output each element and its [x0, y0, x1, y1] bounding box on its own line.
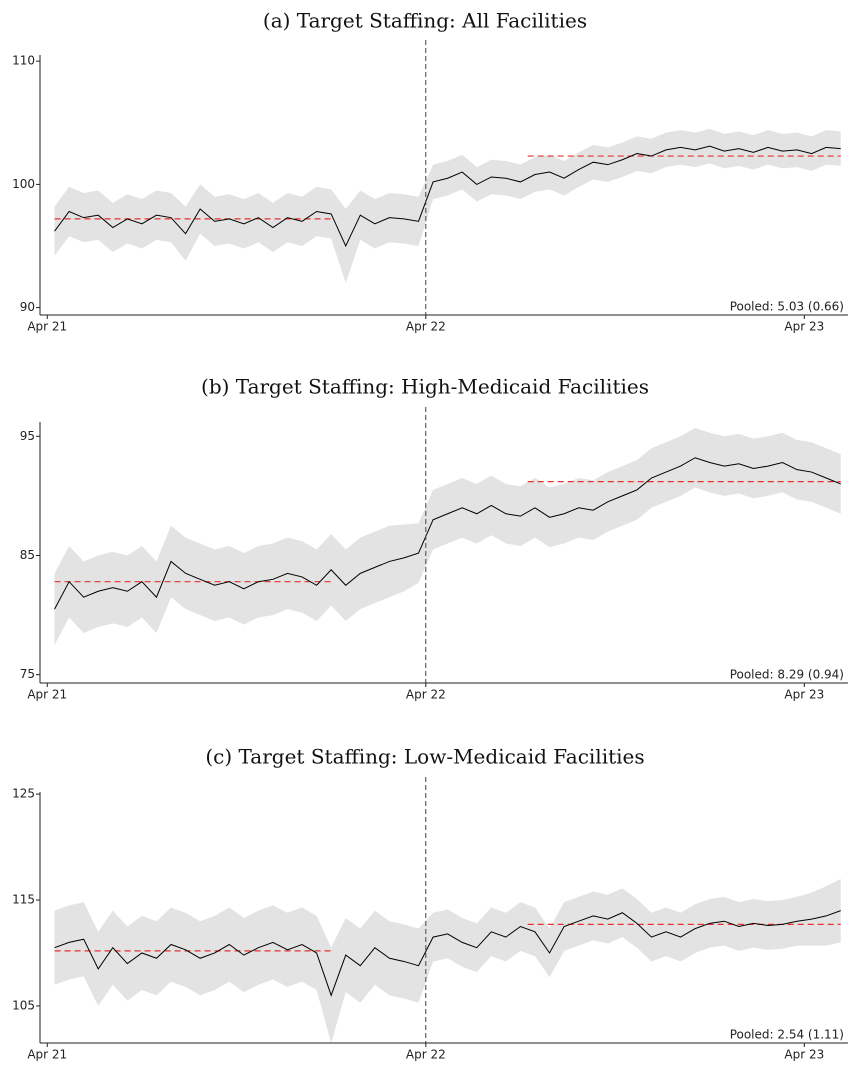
x-tick-label: Apr 23: [784, 688, 824, 702]
y-tick-label: 75: [20, 667, 35, 681]
panel-title: (b) Target Staffing: High-Medicaid Facil…: [201, 375, 649, 399]
y-tick-label: 110: [12, 54, 35, 68]
confidence-band: [54, 128, 841, 283]
y-tick-label: 100: [12, 177, 35, 191]
x-tick-label: Apr 22: [406, 320, 446, 334]
panel-title: (a) Target Staffing: All Facilities: [263, 9, 587, 33]
line: [54, 457, 841, 610]
x-tick-label: Apr 23: [784, 320, 824, 334]
y-tick-label: 85: [20, 548, 35, 562]
x-tick-label: Apr 21: [27, 1048, 67, 1062]
confidence-band: [54, 427, 841, 645]
x-tick-label: Apr 22: [406, 688, 446, 702]
x-tick-label: Apr 21: [27, 688, 67, 702]
annotation: Pooled: 2.54 (1.11): [730, 1028, 844, 1042]
line: [54, 910, 841, 997]
confidence-band: [54, 878, 841, 1043]
x-tick-label: Apr 22: [406, 1048, 446, 1062]
annotation: Pooled: 8.29 (0.94): [730, 668, 844, 682]
y-tick-label: 90: [20, 300, 35, 314]
y-tick-label: 105: [12, 998, 35, 1012]
x-tick-label: Apr 23: [784, 1048, 824, 1062]
y-tick-label: 115: [12, 893, 35, 907]
annotation: Pooled: 5.03 (0.66): [730, 300, 844, 314]
y-tick-label: 125: [12, 787, 35, 801]
panel-title: (c) Target Staffing: Low-Medicaid Facili…: [205, 745, 644, 769]
x-tick-label: Apr 21: [27, 320, 67, 334]
y-tick-label: 95: [20, 429, 35, 443]
line: [54, 145, 841, 248]
